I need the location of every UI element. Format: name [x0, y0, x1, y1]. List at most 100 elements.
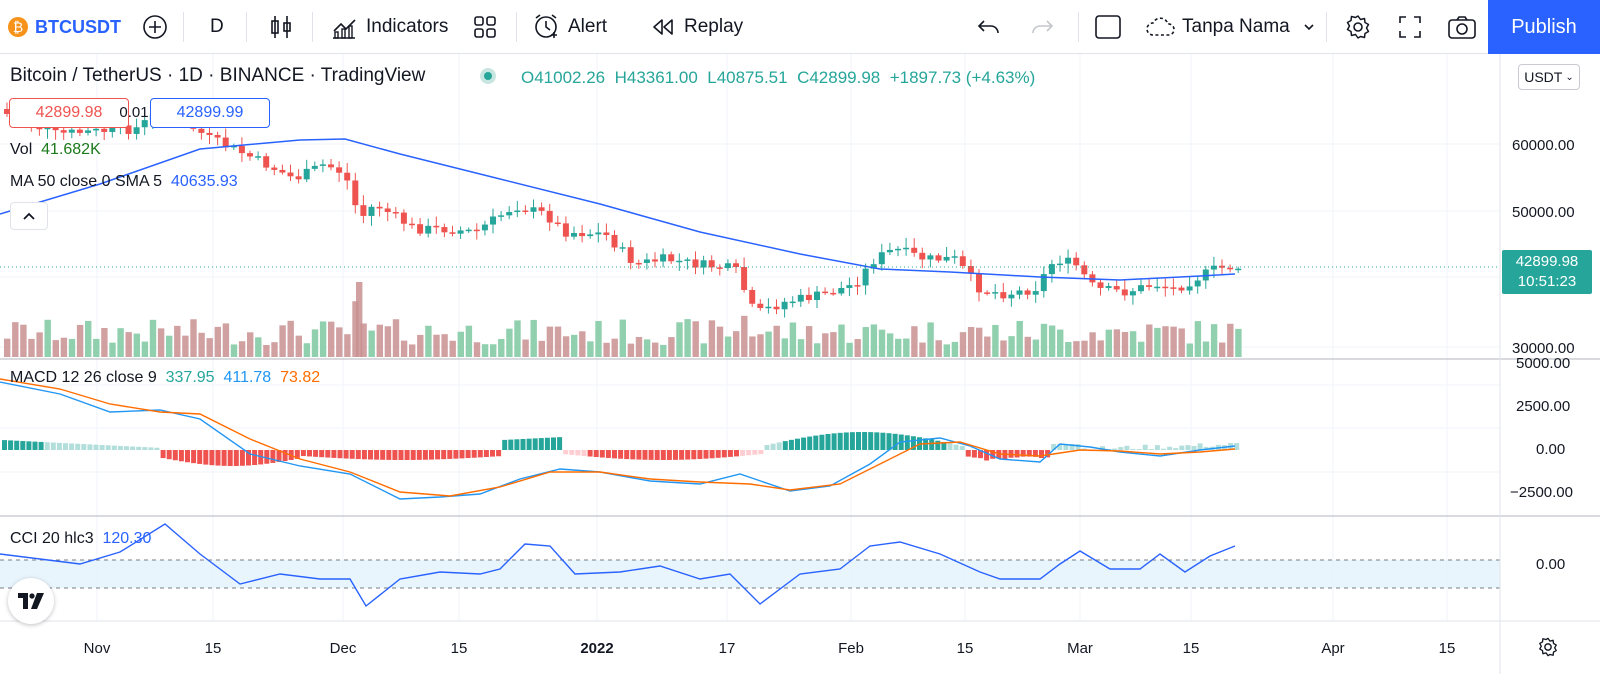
time-tick: 15 [450, 640, 468, 657]
tradingview-logo-icon[interactable] [8, 578, 54, 624]
high-value: H43361.00 [614, 68, 698, 87]
sell-button[interactable]: 42899.98 [9, 98, 129, 128]
camera-icon [1448, 16, 1476, 39]
collapse-legend-button[interactable] [10, 202, 48, 230]
axis-settings-button[interactable] [1537, 636, 1559, 663]
settings-button[interactable] [1344, 0, 1372, 54]
cci-label: CCI 20 hlc3 [10, 530, 94, 547]
cci-tick: 0.00 [1536, 556, 1566, 573]
price-tick: 60000.00 [1512, 137, 1575, 154]
cloud-icon [1146, 17, 1175, 36]
cci-value: 120.30 [102, 530, 152, 547]
close-value: C42899.98 [797, 68, 881, 87]
macd-histogram [2, 432, 1240, 466]
last-price-value: 42899.98 [1515, 253, 1579, 270]
macd-line [0, 381, 1236, 500]
top-toolbar: ₿ BTCUSDT D Indicators Alert Replay Tanp… [0, 0, 1600, 54]
indicators-icon [333, 19, 356, 39]
macd-label: MACD 12 26 close 9 [10, 369, 157, 386]
layout-name-label: Tanpa Nama [1182, 16, 1290, 37]
volume-bars [4, 282, 1242, 357]
price-tick: 30000.00 [1512, 340, 1575, 357]
collapse-icon [23, 212, 35, 220]
time-tick: Dec [329, 640, 357, 657]
last-price-label: 42899.98 10:51:23 [1502, 250, 1592, 294]
time-tick: Mar [1067, 640, 1093, 657]
ma-value: 40635.93 [170, 173, 238, 190]
replay-label: Replay [684, 16, 744, 37]
time-tick: 15 [956, 640, 974, 657]
ma-line [0, 138, 1236, 281]
time-tick: Feb [838, 640, 864, 657]
macd-legend[interactable]: MACD 12 26 close 9 337.95 411.78 73.82 [10, 369, 320, 387]
bitcoin-icon: ₿ [8, 17, 28, 37]
indicators-label: Indicators [366, 16, 449, 37]
alert-label: Alert [568, 16, 608, 37]
macd-tick: 2500.00 [1516, 398, 1571, 415]
fullscreen-icon [1399, 16, 1421, 38]
chart-style-button[interactable] [268, 0, 294, 54]
currency-label: USDT [1524, 69, 1563, 85]
alert-icon [535, 14, 557, 38]
templates-icon [474, 16, 496, 38]
symbol-search[interactable]: ₿ BTCUSDT [8, 0, 121, 54]
vol-label: Vol [10, 141, 33, 158]
undo-icon [977, 20, 999, 34]
macd-tick: 0.00 [1536, 441, 1566, 458]
macd-value-line: 411.78 [223, 369, 272, 386]
ma-legend[interactable]: MA 50 close 0 SMA 5 40635.93 [10, 173, 238, 191]
tv-mark-icon [18, 593, 44, 609]
macd-value-hist: 337.95 [165, 369, 215, 386]
chevron-down-icon [1304, 24, 1314, 31]
cci-band [0, 560, 1500, 588]
cci-line [0, 523, 1236, 608]
redo-button[interactable] [1029, 0, 1055, 54]
signal-line [0, 378, 1236, 497]
time-tick: 17 [718, 640, 736, 657]
low-value: L40875.51 [707, 68, 788, 87]
macd-tick: 5000.00 [1516, 355, 1571, 372]
currency-selector[interactable]: USDT ⌄ [1518, 64, 1580, 90]
candles-icon [271, 16, 291, 38]
macd-value-signal: 73.82 [280, 369, 321, 386]
indicators-button[interactable]: Indicators [330, 0, 448, 54]
undo-button[interactable] [976, 0, 1002, 54]
layout-button[interactable] [1094, 0, 1122, 54]
publish-button[interactable]: Publish [1488, 0, 1600, 54]
volume-legend[interactable]: Vol 41.682K [10, 141, 101, 159]
candlesticks [4, 102, 1242, 318]
templates-button[interactable] [472, 0, 498, 54]
ohlc-readout: O41002.26 H43361.00 L40875.51 C42899.98 … [521, 68, 1035, 88]
redo-icon [1032, 20, 1054, 34]
time-tick: 2022 [580, 640, 614, 657]
ma-label: MA 50 close 0 SMA 5 [10, 173, 163, 190]
fullscreen-button[interactable] [1397, 0, 1423, 54]
chart-canvas[interactable] [0, 54, 1600, 674]
chart-title: Bitcoin / TetherUS · 1D · BINANCE · Trad… [10, 65, 426, 86]
replay-button[interactable]: Replay [650, 0, 743, 54]
snapshot-button[interactable] [1447, 0, 1477, 54]
vol-value: 41.682K [41, 141, 101, 158]
buy-button[interactable]: 42899.99 [150, 98, 270, 128]
interval-button[interactable]: D [210, 16, 224, 37]
cci-legend[interactable]: CCI 20 hlc3 120.30 [10, 530, 151, 548]
price-tick: 50000.00 [1512, 204, 1575, 221]
layout-icon [1095, 15, 1121, 39]
chevron-down-icon: ⌄ [1565, 71, 1574, 83]
layout-name-button[interactable]: Tanpa Nama [1144, 0, 1318, 54]
alert-button[interactable]: Alert [532, 0, 607, 54]
time-tick: 15 [204, 640, 222, 657]
time-tick: Nov [83, 640, 111, 657]
gear-icon [1539, 637, 1557, 657]
macd-tick: −2500.00 [1510, 484, 1573, 501]
time-tick: 15 [1438, 640, 1456, 657]
change-value: +1897.73 (+4.63%) [889, 68, 1036, 87]
plus-circle-icon [143, 15, 167, 39]
bar-countdown: 10:51:23 [1517, 273, 1577, 290]
gear-icon [1346, 15, 1370, 39]
open-value: O41002.26 [521, 68, 606, 87]
time-tick: 15 [1182, 640, 1200, 657]
time-tick: Apr [1321, 640, 1345, 657]
market-status-dot [480, 68, 496, 84]
compare-button[interactable] [141, 0, 169, 54]
